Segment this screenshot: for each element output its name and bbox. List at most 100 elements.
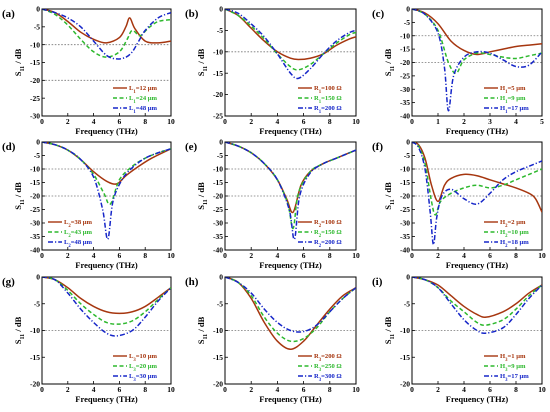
- x-tick-label: 4: [92, 385, 96, 394]
- y-axis-title: S11 / dB: [383, 182, 396, 210]
- y-tick-label: -20: [30, 76, 40, 85]
- panel-label: (e): [185, 141, 198, 153]
- y-axis-title-group: S11 / dB: [383, 316, 396, 344]
- x-tick-label: 0: [223, 117, 227, 126]
- chart-panel-5: 0 2 4 6 8 10 0 -5 -10 -15 -20 -25 -30 -35 -40 Frequency…: [372, 138, 546, 270]
- legend-label: H2=10 μm: [500, 229, 529, 239]
- series-line-0: [225, 277, 356, 350]
- y-tick-label: -10: [213, 47, 223, 56]
- y-axis-title-group: S11 / dB: [13, 182, 26, 210]
- y-tick-label: -40: [400, 112, 410, 121]
- y-axis-title-group: S11 / dB: [196, 48, 209, 76]
- x-tick-label: 4: [276, 117, 280, 126]
- y-tick-label: 0: [36, 5, 40, 14]
- legend-label: L3=30 μm: [129, 373, 158, 383]
- legend-label: H3=1 μm: [500, 353, 526, 363]
- y-tick-label: 0: [36, 138, 40, 147]
- y-axis-title: S11 / dB: [13, 48, 26, 76]
- x-tick-label: 0: [410, 117, 414, 126]
- legend-label: L3=10 μm: [129, 353, 158, 363]
- y-tick-label: -30: [400, 219, 410, 228]
- y-tick-label: -35: [30, 232, 40, 241]
- x-tick-label: 2: [249, 251, 253, 260]
- legend-label: L3=20 μm: [129, 363, 158, 373]
- x-axis-title: Frequency (THz): [446, 394, 509, 404]
- chart-panel-7: 0 2 4 6 8 10 0 -5 -10 -15 -20 Frequency (THz) S11 / …: [185, 273, 360, 404]
- y-axis-title-group: S11 / dB: [13, 316, 26, 344]
- y-tick-label: -30: [213, 219, 223, 228]
- legend-label: R1=200 Ω: [314, 105, 342, 115]
- y-tick-label: -15: [30, 178, 40, 187]
- x-tick-label: 2: [66, 385, 70, 394]
- panel-label: (b): [185, 8, 199, 20]
- y-tick-label: -25: [400, 71, 410, 80]
- x-axis-title: Frequency (THz): [75, 126, 138, 136]
- x-tick-label: 10: [352, 385, 360, 394]
- y-axis-title: S11 / dB: [383, 316, 396, 344]
- legend-label: R2=200 Ω: [314, 239, 342, 249]
- x-axis-title: Frequency (THz): [75, 260, 138, 270]
- x-tick-label: 4: [462, 251, 466, 260]
- legend-label: H1=9 μm: [500, 95, 526, 105]
- legend-label: L2=38 μm: [64, 219, 93, 229]
- y-tick-label: 0: [36, 273, 40, 282]
- x-tick-label: 8: [328, 251, 332, 260]
- x-tick-label: 2: [249, 117, 253, 126]
- chart-panel-1: 0 2 4 6 8 10 0 -5 -10 -15 -20 -25 Frequency (THz) S11…: [185, 5, 360, 136]
- panel-label: (d): [2, 141, 16, 153]
- y-tick-label: -5: [34, 22, 40, 31]
- x-tick-label: 6: [302, 251, 306, 260]
- x-tick-label: 6: [118, 385, 122, 394]
- y-tick-label: -20: [213, 380, 223, 389]
- x-tick-label: 4: [462, 385, 466, 394]
- x-tick-label: 6: [488, 251, 492, 260]
- y-tick-label: 0: [219, 138, 223, 147]
- series-line-0: [412, 277, 542, 318]
- y-tick-label: -15: [213, 69, 223, 78]
- y-axis-title: S11 / dB: [13, 182, 26, 210]
- y-tick-label: -25: [30, 94, 40, 103]
- y-tick-label: 0: [406, 273, 410, 282]
- y-tick-label: -5: [34, 151, 40, 160]
- series-line-0: [412, 9, 542, 56]
- legend-label: L1=48 μm: [129, 105, 158, 115]
- x-tick-label: 8: [514, 251, 518, 260]
- y-tick-label: -5: [34, 299, 40, 308]
- x-tick-label: 4: [276, 385, 280, 394]
- legend-label: R2=150 Ω: [314, 229, 342, 239]
- chart-panel-6: 0 2 4 6 8 10 0 -5 -10 -15 -20 Frequency (THz) S11 / …: [2, 273, 175, 404]
- chart-panel-8: 0 2 4 6 8 10 0 -5 -10 -15 -20 Frequency (THz) S11 / …: [372, 273, 546, 404]
- x-tick-label: 4: [92, 251, 96, 260]
- y-tick-label: -35: [400, 98, 410, 107]
- x-axis-title: Frequency (THz): [446, 126, 509, 136]
- legend-label: L2=48 μm: [64, 239, 93, 249]
- x-tick-label: 2: [462, 117, 466, 126]
- x-tick-label: 10: [538, 251, 546, 260]
- y-axis-title-group: S11 / dB: [196, 316, 209, 344]
- x-axis-title: Frequency (THz): [259, 394, 322, 404]
- y-tick-label: -10: [400, 326, 410, 335]
- x-tick-label: 6: [302, 385, 306, 394]
- y-tick-label: -20: [400, 192, 410, 201]
- x-tick-label: 4: [92, 117, 96, 126]
- panel-label: (g): [2, 276, 15, 288]
- y-tick-label: 0: [219, 5, 223, 14]
- y-tick-label: -30: [400, 85, 410, 94]
- y-tick-label: -20: [30, 192, 40, 201]
- y-tick-label: -5: [217, 299, 223, 308]
- y-tick-label: -20: [213, 192, 223, 201]
- series-line-2: [225, 277, 356, 333]
- legend-label: H1=5 μm: [500, 85, 526, 95]
- legend-label: R3=250 Ω: [314, 363, 342, 373]
- y-tick-label: -15: [400, 353, 410, 362]
- y-tick-label: -15: [400, 178, 410, 187]
- y-tick-label: -30: [30, 219, 40, 228]
- y-axis-title: S11 / dB: [13, 316, 26, 344]
- x-tick-label: 6: [302, 117, 306, 126]
- series-line-1: [225, 9, 356, 71]
- y-tick-label: -30: [30, 112, 40, 121]
- legend-label: H1=17 μm: [500, 105, 529, 115]
- series-line-0: [42, 9, 171, 44]
- y-tick-label: -25: [30, 205, 40, 214]
